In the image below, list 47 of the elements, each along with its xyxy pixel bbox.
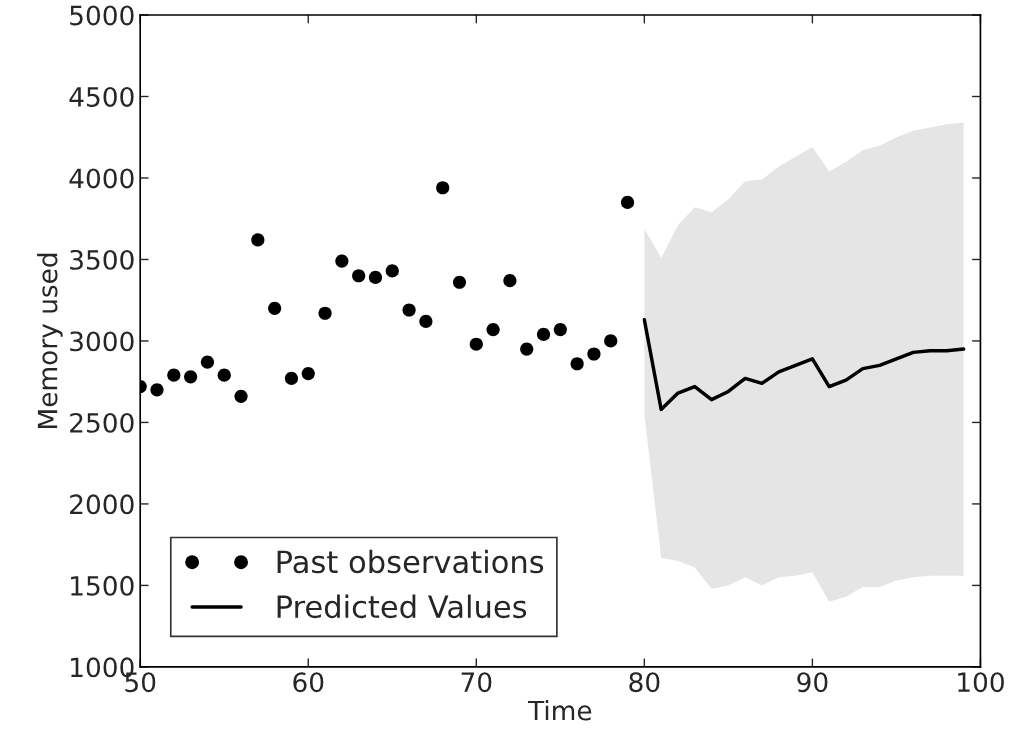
legend-label: Past observations	[277, 549, 544, 574]
y-tick-label: 4500	[69, 86, 134, 107]
x-tick-label: 90	[797, 672, 828, 693]
point	[335, 254, 349, 268]
y-tick-label: 5000	[70, 5, 134, 26]
point	[503, 274, 517, 288]
x-tick-label: 80	[629, 672, 660, 693]
y-tick-label: 1500	[71, 575, 134, 596]
line-series	[642, 318, 966, 412]
point	[368, 270, 383, 284]
y-tick-label: 2500	[70, 412, 134, 433]
point	[284, 371, 299, 386]
point	[604, 334, 618, 348]
point	[150, 383, 164, 397]
y-axis-title: Memory used	[37, 253, 63, 428]
x-tick-label: 100	[958, 672, 1004, 693]
x-axis-title: Time	[527, 700, 592, 721]
y-tick-label: 3000	[70, 331, 134, 352]
point	[486, 322, 500, 337]
point	[570, 357, 584, 371]
point	[184, 370, 198, 384]
point	[402, 303, 416, 317]
point	[452, 275, 467, 289]
x-tick-label: 60	[293, 672, 324, 693]
point	[200, 355, 215, 369]
point	[268, 301, 282, 315]
y-tick-label: 3500	[70, 249, 134, 270]
y-tick-label: 4000	[69, 168, 134, 189]
point	[536, 327, 551, 342]
point	[385, 264, 399, 278]
point	[352, 269, 366, 283]
point	[217, 368, 231, 382]
point	[469, 337, 483, 351]
point	[587, 347, 601, 361]
legend-label: Predicted Values	[277, 594, 527, 619]
y-tick-label: 2000	[70, 494, 134, 515]
x-tick-label: 70	[461, 672, 492, 693]
point	[167, 368, 181, 382]
point	[318, 306, 332, 320]
point	[520, 342, 534, 356]
point	[419, 314, 433, 328]
point	[301, 366, 315, 381]
point	[620, 195, 635, 210]
point	[553, 322, 567, 337]
point	[436, 181, 450, 195]
point	[234, 389, 248, 403]
point	[251, 233, 265, 247]
